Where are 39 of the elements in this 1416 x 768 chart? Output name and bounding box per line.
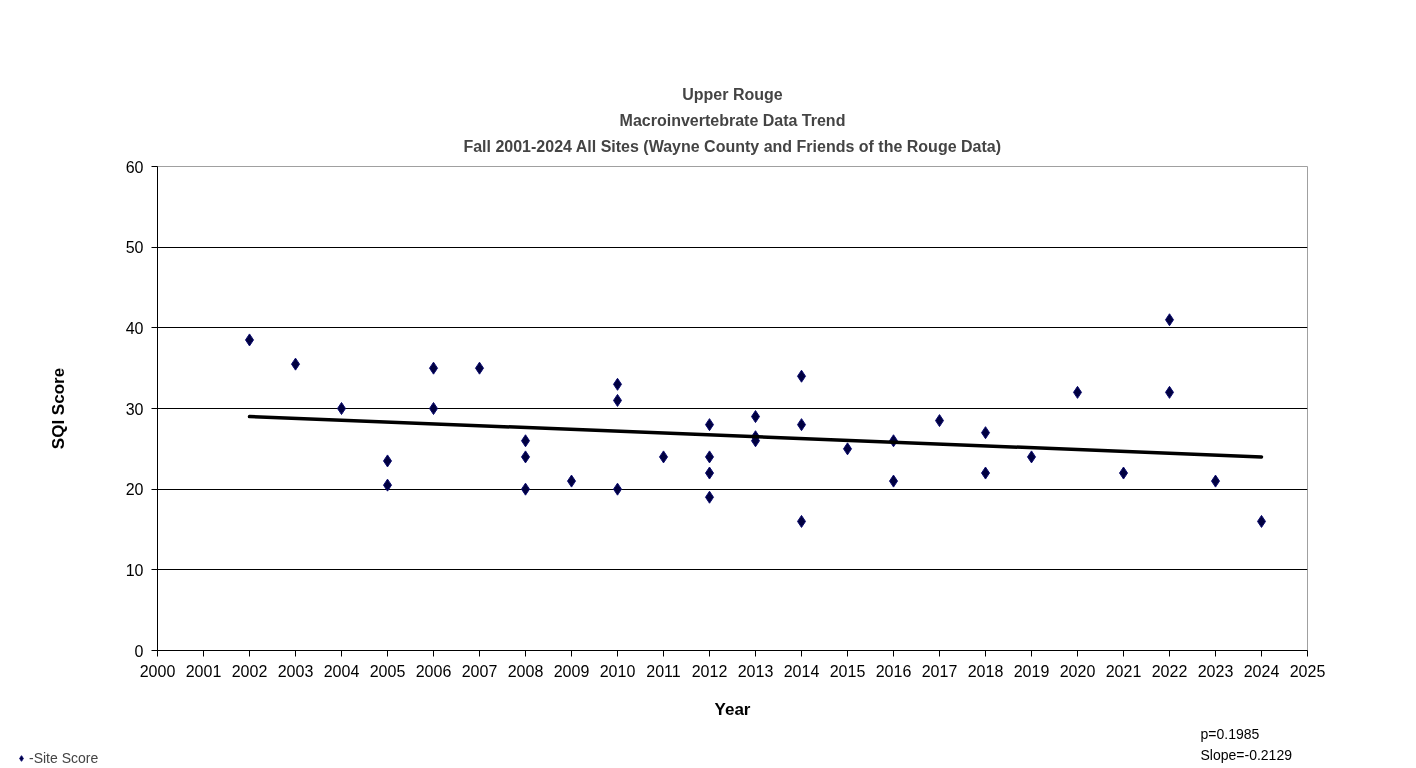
x-tick-label: 2003 bbox=[277, 662, 314, 680]
x-tick-label: 2002 bbox=[231, 662, 268, 680]
x-tick-label: 2023 bbox=[1197, 662, 1234, 680]
x-tick-label: 2006 bbox=[415, 662, 452, 680]
x-tick-label: 2022 bbox=[1151, 662, 1188, 680]
x-tick-label: 2004 bbox=[323, 662, 360, 680]
x-tick-label: 2007 bbox=[461, 662, 498, 680]
y-tick-label: 0 bbox=[134, 642, 144, 660]
x-tick-label: 2013 bbox=[737, 662, 774, 680]
x-tick-label: 2011 bbox=[646, 662, 681, 680]
x-tick-label: 2015 bbox=[829, 662, 866, 680]
y-tick-label: 60 bbox=[125, 158, 144, 176]
x-tick-label: 2010 bbox=[599, 662, 636, 680]
x-tick-label: 2021 bbox=[1105, 662, 1142, 680]
x-tick-label: 2009 bbox=[553, 662, 590, 680]
x-tick-label: 2014 bbox=[783, 662, 820, 680]
y-tick-label: 40 bbox=[125, 319, 144, 337]
text: p=0.1985 bbox=[1200, 725, 1260, 742]
x-tick-label: 2025 bbox=[1289, 662, 1326, 680]
y-tick-label: 20 bbox=[125, 481, 144, 499]
text: Slope=-0.2129 bbox=[1200, 746, 1293, 763]
legend-label: -Site Score bbox=[29, 750, 99, 766]
x-tick-label: 2005 bbox=[369, 662, 406, 680]
y-tick-label: 50 bbox=[125, 239, 144, 257]
x-tick-label: 2008 bbox=[507, 662, 544, 680]
y-axis-title: SQI Score bbox=[48, 367, 68, 450]
x-tick-label: 2017 bbox=[921, 662, 958, 680]
x-tick-label: 2018 bbox=[967, 662, 1004, 680]
chart-title: Upper Rouge Macroinvertebrate Data Trend Fall 2001-2024 All Sites (Wayne County and Friends of the Rouge Data) bbox=[463, 85, 1001, 156]
y-tick-label: 30 bbox=[125, 400, 144, 418]
x-tick-label: 2012 bbox=[691, 662, 728, 680]
x-tick-label: 2019 bbox=[1013, 662, 1050, 680]
x-tick-label: 2000 bbox=[139, 662, 176, 680]
x-axis-title: Year bbox=[714, 699, 751, 719]
x-tick-label: 2020 bbox=[1059, 662, 1096, 680]
x-tick-label: 2016 bbox=[875, 662, 912, 680]
x-tick-label: 2001 bbox=[185, 662, 222, 680]
x-tick-label: 2024 bbox=[1243, 662, 1280, 680]
y-tick-label: 10 bbox=[125, 561, 144, 579]
